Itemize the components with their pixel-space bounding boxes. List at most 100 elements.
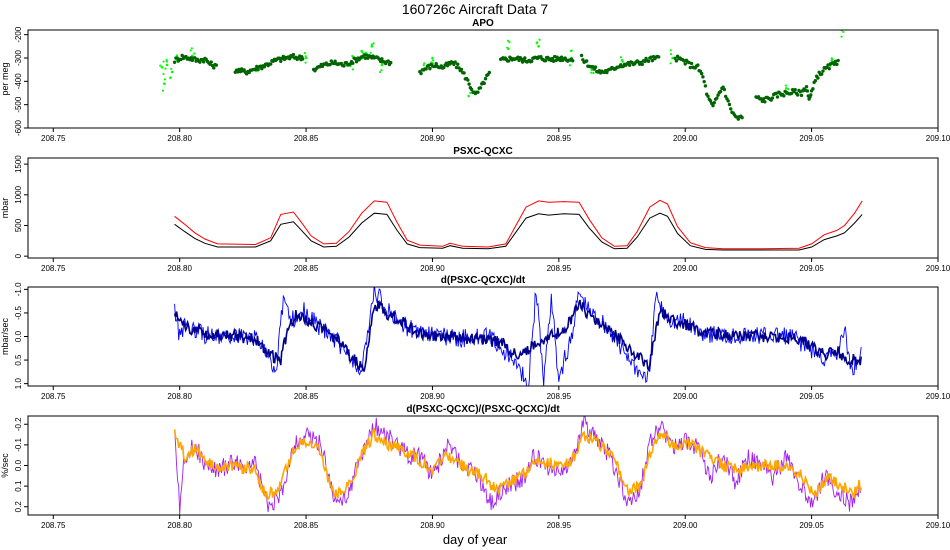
data-point	[590, 68, 593, 71]
panels: APO per meg 208.75 208.80 208.85 208.90 208.95…	[0, 18, 950, 530]
data-point	[507, 59, 511, 63]
data-point	[433, 64, 437, 69]
data-point	[165, 63, 169, 67]
panel-title: APO	[472, 18, 494, 29]
data-point	[189, 56, 193, 60]
data-point	[683, 62, 687, 66]
data-point	[469, 87, 474, 92]
data-point	[530, 59, 534, 64]
data-point	[508, 41, 511, 44]
data-point	[459, 67, 464, 72]
data-point	[711, 103, 715, 108]
data-point	[380, 69, 383, 72]
data-point	[835, 62, 839, 67]
y-axis-label: mbar	[0, 198, 10, 219]
y-tick-label: 1500	[14, 155, 23, 173]
data-point	[163, 78, 167, 81]
data-point	[466, 78, 470, 82]
x-tick-label: 209.00	[673, 264, 698, 273]
data-point	[592, 71, 595, 75]
data-point	[201, 60, 206, 64]
x-tick-label: 208.80	[167, 264, 192, 273]
data-point	[584, 59, 589, 63]
series-line	[173, 299, 862, 372]
data-point	[820, 72, 824, 76]
data-point	[159, 64, 162, 67]
data-point	[543, 58, 548, 63]
data-point	[162, 60, 165, 63]
data-point	[161, 89, 165, 92]
panel-title: PSXC-QCXC	[453, 146, 512, 157]
x-tick-label: 209.10	[926, 392, 950, 401]
data-point	[300, 57, 305, 61]
data-point	[805, 89, 810, 93]
data-point	[198, 60, 202, 64]
data-point	[673, 56, 677, 60]
data-point	[809, 93, 813, 97]
data-point	[640, 62, 644, 67]
data-point	[304, 56, 308, 60]
data-point	[727, 102, 732, 107]
data-point	[729, 107, 733, 111]
data-point	[590, 71, 593, 74]
panel-title: d(PSXC-QCXC)/dt	[441, 275, 526, 286]
x-tick-label: 208.80	[167, 134, 192, 143]
data-point	[351, 54, 354, 58]
data-point	[784, 84, 787, 87]
plot-area	[174, 199, 863, 251]
data-point	[304, 61, 307, 64]
data-point	[796, 93, 800, 97]
data-point	[761, 97, 766, 101]
data-point	[537, 45, 540, 48]
data-point	[708, 99, 713, 103]
data-point	[369, 51, 372, 54]
data-point	[536, 41, 539, 44]
y-tick-label: 1000	[14, 185, 23, 203]
y-tick-label: 0.5	[14, 354, 23, 366]
data-point	[538, 38, 541, 41]
data-point	[370, 45, 374, 48]
x-tick-label: 208.75	[41, 521, 66, 530]
data-point	[160, 66, 164, 69]
data-point	[650, 58, 655, 63]
x-tick-label: 209.05	[799, 521, 824, 530]
data-point	[605, 70, 609, 75]
x-tick-label: 208.80	[167, 521, 192, 530]
data-point	[262, 65, 267, 69]
data-point	[682, 59, 686, 63]
data-point	[445, 63, 450, 68]
panel-1: APO per meg 208.75 208.80 208.85 208.90 208.95…	[0, 18, 950, 143]
data-point	[184, 54, 188, 59]
x-tick-label: 209.00	[673, 392, 698, 401]
data-point	[212, 66, 216, 70]
data-point	[424, 67, 428, 71]
data-point	[793, 87, 797, 92]
x-tick-label: 208.75	[41, 134, 66, 143]
data-point	[287, 56, 292, 61]
data-point	[506, 46, 509, 49]
panel-3: d(PSXC-QCXC)/dt mbar/sec 208.75 208.80 208.8…	[0, 275, 950, 401]
data-point	[579, 53, 584, 58]
data-point	[260, 66, 264, 71]
data-point	[454, 65, 459, 70]
data-point	[362, 53, 366, 57]
data-point	[328, 62, 332, 67]
y-axis-label: %/sec	[0, 453, 10, 478]
data-point	[389, 60, 393, 65]
y-tick-label: -1.0	[14, 282, 23, 296]
data-point	[656, 55, 661, 59]
data-point	[180, 53, 184, 58]
data-point	[821, 69, 825, 73]
data-point	[380, 57, 384, 61]
data-point	[386, 59, 390, 63]
data-point	[483, 77, 488, 81]
plot-frame	[27, 157, 939, 259]
data-point	[763, 100, 767, 104]
data-point	[775, 95, 780, 99]
data-point	[214, 63, 219, 67]
data-point	[842, 27, 844, 29]
data-point	[832, 62, 837, 66]
data-point	[674, 59, 679, 63]
data-point	[193, 56, 197, 60]
